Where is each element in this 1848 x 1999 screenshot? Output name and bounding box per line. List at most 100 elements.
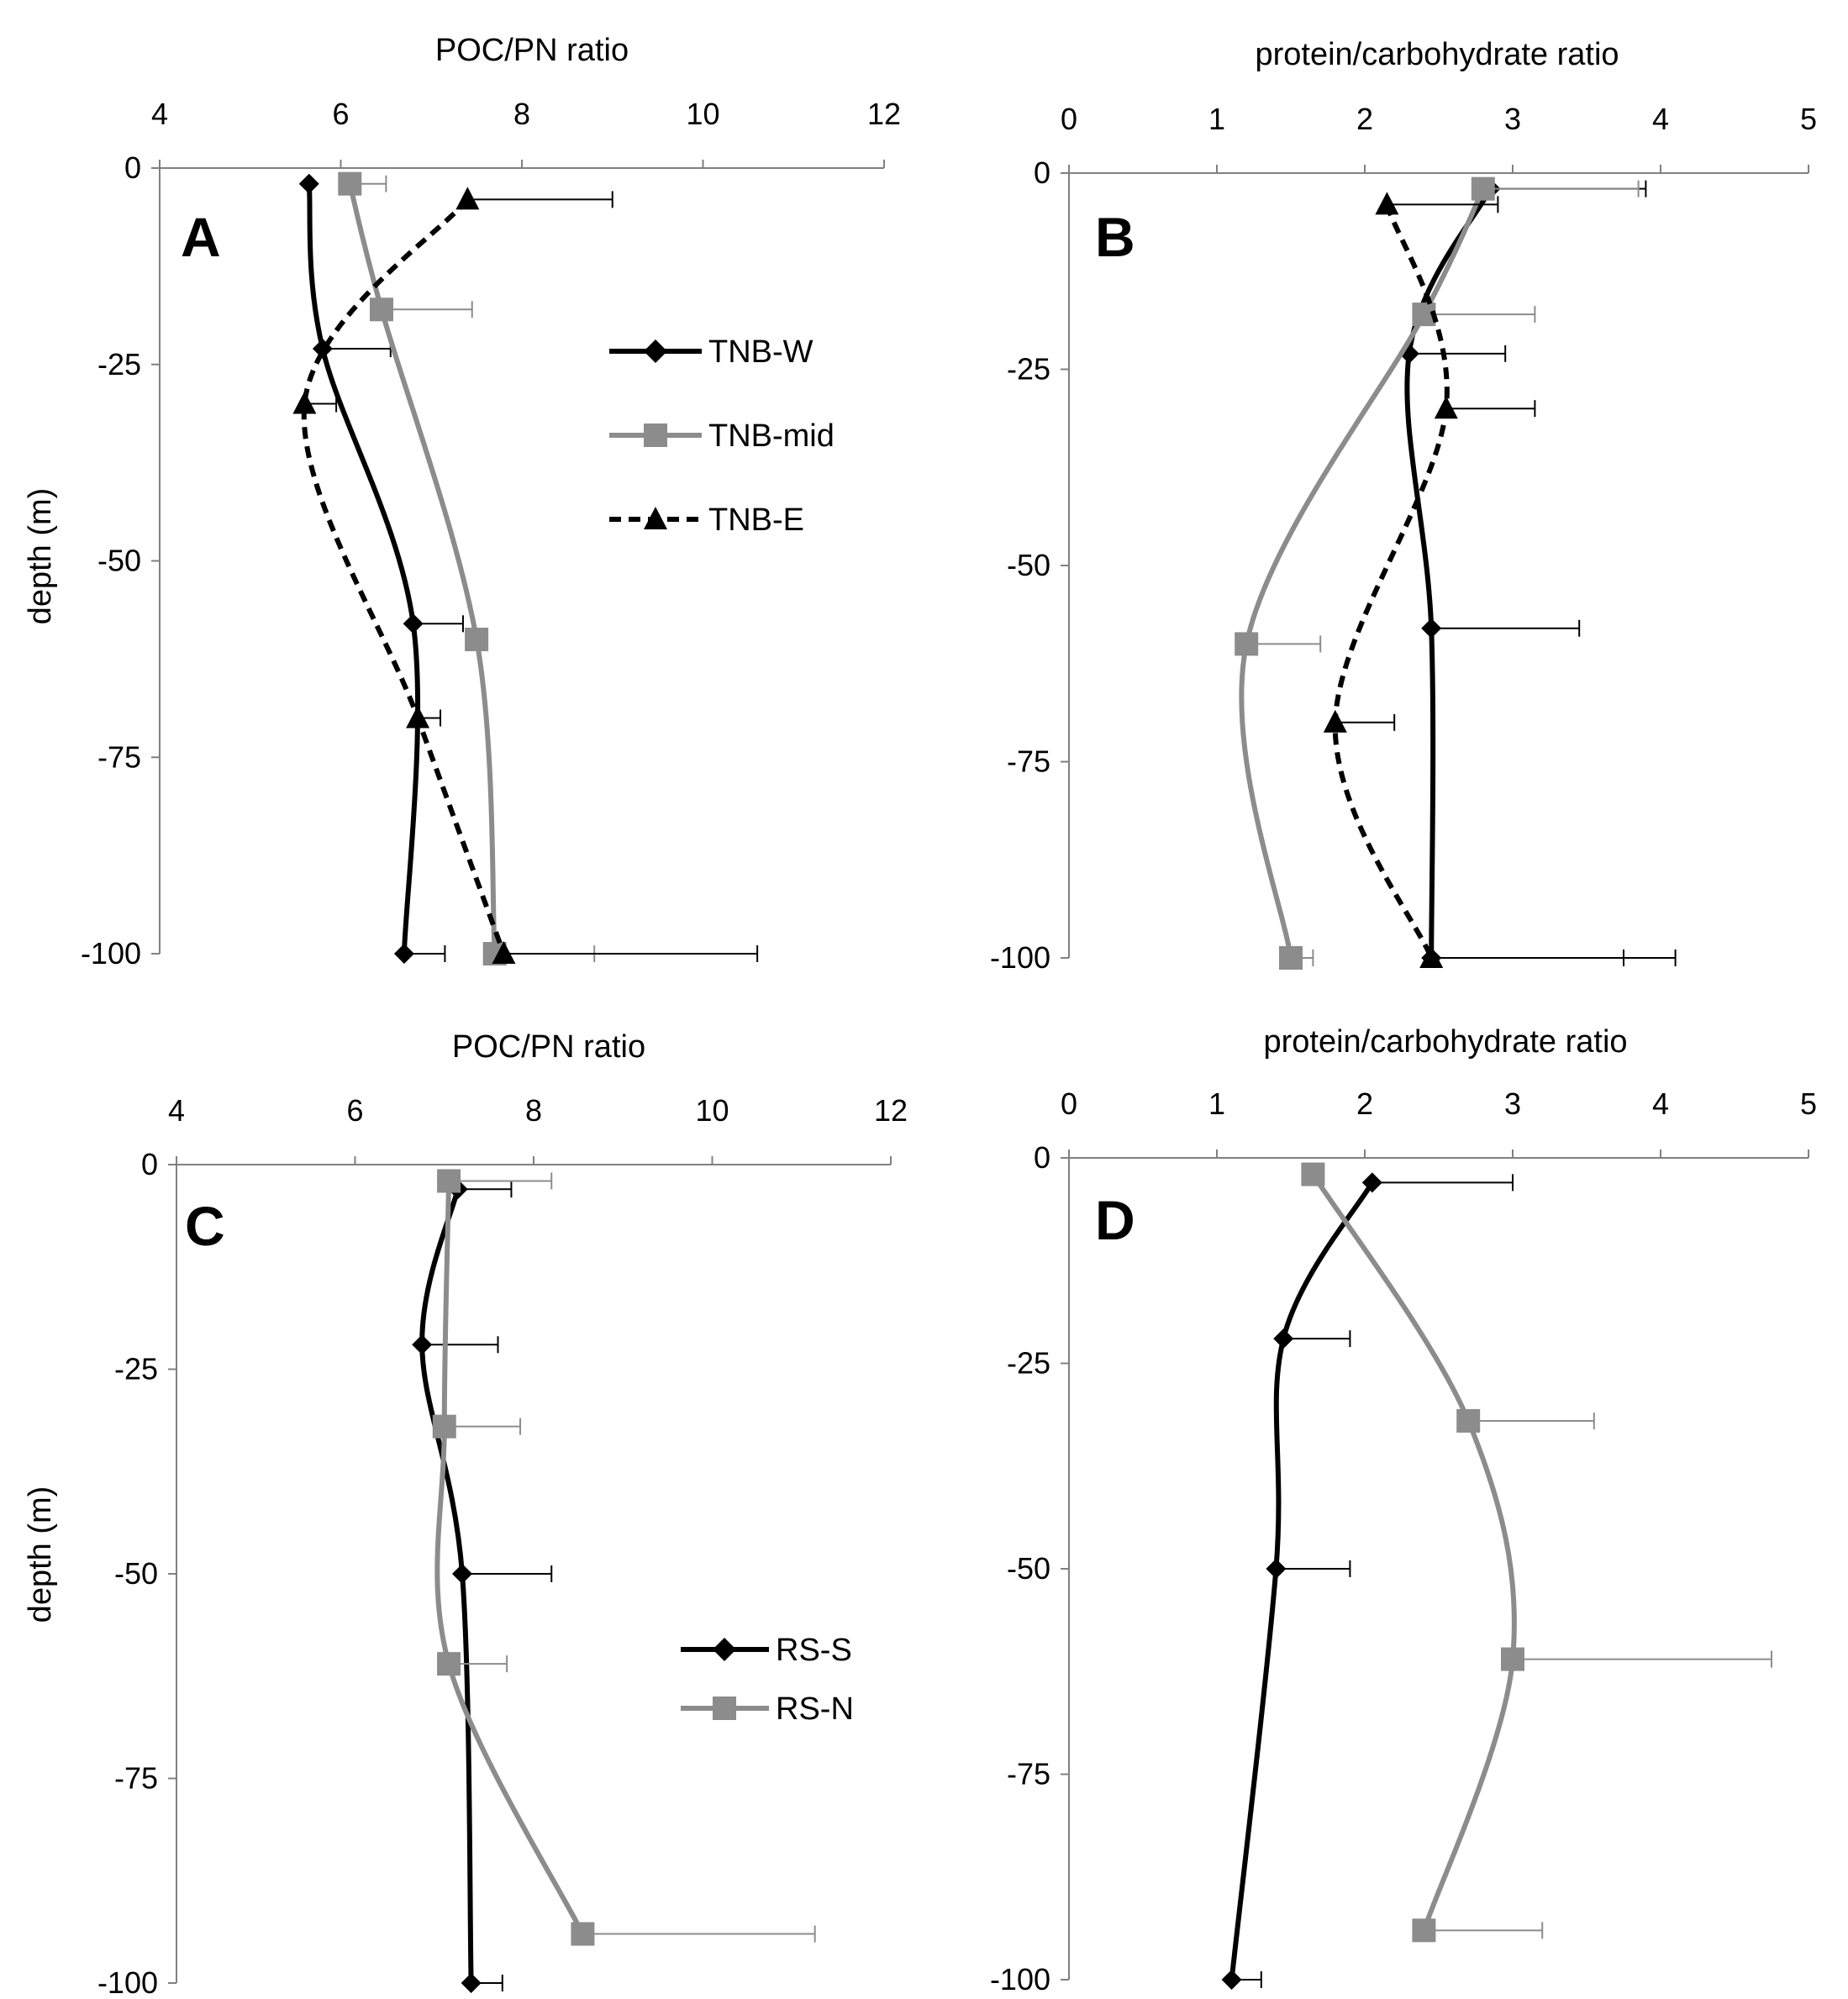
panel-c-y-tick-label: -100 [97, 1965, 158, 1999]
panel-b-x-tick-label: 2 [1356, 102, 1373, 136]
panel-b-series-1-point [1279, 946, 1303, 970]
panel-c-x-axis-title: POC/PN ratio [452, 1029, 645, 1065]
panel-d-y-tick-label: -100 [990, 1962, 1050, 1996]
panel-b-series-2-line [1332, 203, 1450, 960]
panel-c-y-tick-label: -50 [114, 1556, 158, 1591]
legend-marker-tnb-mid [644, 423, 667, 447]
panel-b-x-axis-title: protein/carbohydrate ratio [1255, 37, 1619, 72]
panel-a-x-axis-title: POC/PN ratio [435, 33, 629, 68]
panel-d-y-tick-label: 0 [1034, 1140, 1050, 1175]
panel-c-legend: RS-S RS-N [681, 1633, 854, 1727]
panel-b-plot: 0 1 2 3 4 5 0 -25 -50 -75 -100 [990, 102, 1817, 975]
panel-d-y-tick-label: -50 [1007, 1551, 1050, 1586]
legend-label-rs-s: RS-S [776, 1633, 852, 1668]
panel-d-x-tick-label: 4 [1652, 1086, 1669, 1121]
panel-b-y-tick-label: 0 [1034, 155, 1050, 190]
legend-label-tnb-w: TNB-W [708, 334, 813, 370]
panel-d: protein/carbohydrate ratio D 0 1 2 3 4 5 0 -25 -… [990, 1024, 1817, 1996]
panel-d-plot: 0 1 2 3 4 5 0 -25 -50 -75 -100 [990, 1086, 1817, 1996]
panel-d-y-tick-label: -75 [1007, 1757, 1050, 1791]
panel-b-series-2-point [1419, 945, 1444, 968]
panel-c-series-0-point [461, 1973, 482, 1993]
panel-c-x-tick-label: 12 [874, 1093, 908, 1128]
legend-label-tnb-e: TNB-E [708, 502, 804, 538]
panel-c-series-1-point [571, 1922, 595, 1946]
panel-b-y-tick-label: -75 [1007, 744, 1050, 779]
panel-a-series-1-point [369, 297, 393, 322]
panel-c-series-1-point [432, 1414, 456, 1439]
panel-a-x-tick-label: 10 [686, 97, 719, 131]
panel-c-series-0-point [452, 1564, 472, 1584]
panel-a-series-1-point [465, 628, 489, 651]
panel-b-series-1-point [1235, 632, 1259, 656]
panel-a-series-0-point [298, 173, 319, 194]
panel-b-x-tick-label: 0 [1061, 102, 1077, 136]
panel-a-series-2-line [301, 197, 507, 955]
panel-a-x-tick-label: 4 [151, 97, 168, 131]
panel-d-series-1-point [1301, 1162, 1325, 1186]
panel-a-x-tick-label: 6 [332, 97, 349, 131]
panel-b-y-tick-label: -25 [1007, 352, 1050, 387]
panel-c-y-tick-label: -25 [114, 1352, 158, 1386]
panel-a-series-2-point [292, 391, 317, 414]
panel-c-y-tick-label: -75 [114, 1761, 158, 1796]
panel-a-letter: A [181, 206, 221, 268]
legend-marker-rs-s [713, 1638, 736, 1661]
panel-a-series-2-point [406, 705, 430, 729]
panel-b-x-tick-label: 3 [1504, 102, 1521, 136]
panel-b-y-tick-label: -100 [990, 940, 1050, 975]
panel-c-letter: C [185, 1195, 225, 1257]
panel-b-letter: B [1095, 206, 1135, 268]
panel-a-legend: TNB-W TNB-mid TNB-E [609, 334, 834, 538]
panel-a-series-1-line [347, 182, 498, 955]
panel-c-y-tick-label: 0 [141, 1147, 158, 1181]
panel-d-series-1-point [1412, 1918, 1436, 1943]
panel-a-y-axis-title: depth (m) [23, 488, 58, 625]
panel-b-y-tick-label: -50 [1007, 548, 1050, 582]
panel-c: POC/PN ratio depth (m) C 4 6 8 10 12 0 -25 -50 -… [23, 1029, 908, 1999]
panel-c-x-tick-label: 4 [168, 1093, 185, 1128]
panel-d-series-1-point [1501, 1647, 1524, 1671]
panel-a-series-2-point [455, 187, 480, 210]
panel-c-x-tick-label: 10 [695, 1093, 729, 1128]
panel-c-x-tick-label: 6 [346, 1093, 363, 1128]
panel-d-series-0-point [1273, 1328, 1294, 1349]
panel-d-x-tick-label: 2 [1356, 1086, 1373, 1121]
panel-a-y-tick-label: 0 [124, 150, 141, 185]
legend-marker-rs-n [713, 1697, 736, 1720]
panel-d-x-tick-label: 5 [1800, 1086, 1817, 1121]
panel-b-x-tick-label: 5 [1800, 102, 1817, 136]
panel-a-y-tick-label: -50 [97, 544, 141, 578]
panel-a-x-tick-label: 8 [513, 97, 530, 131]
panel-b: protein/carbohydrate ratio B 0 1 2 3 4 5 0 -25 -… [990, 37, 1817, 975]
panel-a-series-2-point [492, 941, 516, 964]
panel-d-series-0-point [1361, 1172, 1382, 1193]
panel-a-series-1-point [338, 171, 362, 196]
panel-d-x-axis-title: protein/carbohydrate ratio [1263, 1024, 1627, 1060]
panel-b-x-tick-label: 4 [1652, 102, 1669, 136]
legend-label-tnb-mid: TNB-mid [708, 418, 834, 454]
panel-c-plot: 4 6 8 10 12 0 -25 -50 -75 -100 [97, 1093, 908, 1999]
panel-a-plot: 4 6 8 10 12 0 -25 -50 -75 -100 [81, 97, 901, 971]
panel-a-series-0-line [306, 183, 421, 955]
panel-a-y-tick-label: -100 [81, 936, 141, 971]
panel-a-y-tick-label: -75 [97, 739, 141, 774]
panel-c-series-1-line [434, 1181, 586, 1935]
panel-b-x-tick-label: 1 [1208, 102, 1225, 136]
panel-d-series-1-point [1456, 1408, 1481, 1433]
panel-b-series-0-point [1421, 618, 1442, 639]
panel-b-series-0-line [1404, 187, 1493, 959]
panel-a-y-tick-label: -25 [97, 347, 141, 381]
panel-d-series-0-line [1229, 1181, 1375, 1981]
panel-c-y-axis-title: depth (m) [23, 1486, 58, 1623]
panel-b-series-1-point [1471, 176, 1495, 201]
panel-c-series-0-point [412, 1334, 433, 1355]
panel-c-x-tick-label: 8 [525, 1093, 542, 1128]
panel-d-series-0-point [1221, 1970, 1242, 1990]
panel-d-series-1-line [1310, 1172, 1517, 1932]
panel-d-x-tick-label: 3 [1504, 1086, 1521, 1121]
panel-a-series-0-point [403, 613, 424, 634]
panel-b-series-2-point [1434, 396, 1458, 419]
panel-d-y-tick-label: -25 [1007, 1346, 1050, 1381]
panel-a-x-tick-label: 12 [867, 97, 901, 131]
